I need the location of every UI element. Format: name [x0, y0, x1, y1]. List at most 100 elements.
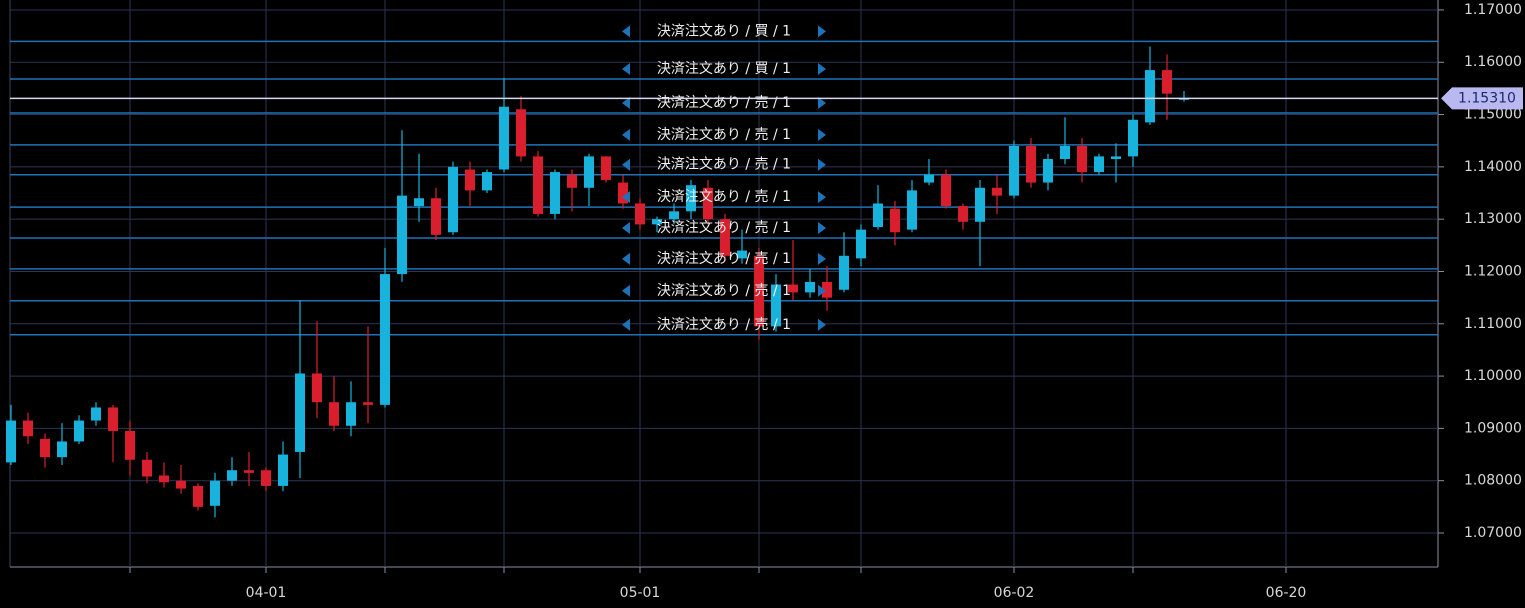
candle-body: [567, 174, 577, 188]
candle-body: [1009, 145, 1019, 196]
candle-body: [1043, 159, 1053, 183]
order-arrow-right: [818, 128, 826, 141]
candle-body: [737, 250, 747, 259]
candle-body: [210, 480, 220, 506]
candle-body: [380, 274, 390, 405]
candle-body: [159, 475, 169, 483]
candle-body: [941, 174, 951, 207]
x-tick-label: 05-01: [620, 585, 661, 601]
order-label: 決済注文あり / 買 / 1: [657, 61, 791, 77]
candle-body: [669, 211, 679, 220]
candle-body: [1128, 119, 1138, 157]
x-tick-label: 06-20: [1266, 585, 1307, 601]
candle-body: [975, 187, 985, 222]
candle-body: [924, 174, 934, 183]
candle-body: [1094, 156, 1104, 173]
order-arrow-left: [622, 158, 630, 171]
order-arrow-left: [622, 318, 630, 331]
y-tick-label: 1.15000: [1464, 107, 1522, 123]
candle-body: [516, 109, 526, 157]
candle-body: [907, 190, 917, 230]
candle-body: [720, 219, 730, 256]
candle-body: [1145, 70, 1155, 123]
y-tick-label: 1.09000: [1464, 420, 1522, 436]
candle-body: [465, 169, 475, 191]
candle-body: [618, 182, 628, 204]
candle-body: [839, 255, 849, 290]
candle-body: [771, 284, 781, 327]
candle-body: [1077, 145, 1087, 173]
candle-body: [856, 229, 866, 259]
x-tick-label: 04-01: [246, 585, 287, 601]
order-label: 決済注文あり / 売 / 1: [657, 283, 791, 299]
candle-body: [40, 438, 50, 458]
candle-body: [890, 208, 900, 233]
candle-body: [533, 156, 543, 214]
order-label: 決済注文あり / 売 / 1: [657, 95, 791, 111]
candle-body: [601, 156, 611, 180]
order-arrow-left: [622, 25, 630, 38]
candle-body: [57, 441, 67, 458]
candle-body: [176, 480, 186, 489]
y-tick-label: 1.11000: [1464, 316, 1522, 332]
candle-body: [499, 106, 509, 170]
order-label: 決済注文あり / 売 / 1: [657, 189, 791, 205]
candle-body: [1026, 145, 1036, 183]
y-tick-label: 1.14000: [1464, 159, 1522, 175]
candle-body: [74, 420, 84, 442]
order-arrow-right: [818, 62, 826, 75]
order-arrow-right: [818, 318, 826, 331]
order-arrow-right: [818, 158, 826, 171]
candle-body: [108, 407, 118, 432]
order-arrow-left: [622, 252, 630, 265]
candle-body: [635, 203, 645, 225]
order-label: 決済注文あり / 売 / 1: [657, 220, 791, 236]
candle-body: [278, 454, 288, 486]
candle-body: [312, 373, 322, 403]
order-label: 決済注文あり / 売 / 1: [657, 317, 791, 333]
candle-body: [652, 219, 662, 225]
candle-body: [805, 281, 815, 293]
order-label: 決済注文あり / 買 / 1: [657, 23, 791, 39]
candle-body: [550, 172, 560, 214]
order-arrow-left: [622, 221, 630, 234]
order-arrow-right: [818, 25, 826, 38]
candle-body: [6, 420, 16, 463]
candle-body: [363, 402, 373, 405]
order-arrow-right: [818, 191, 826, 204]
candle-body: [1162, 70, 1172, 94]
candle-body: [788, 284, 798, 293]
order-arrow-right: [818, 284, 826, 297]
candle-body: [992, 187, 1002, 196]
candle-body: [686, 185, 696, 212]
current-price-label: 1.15310: [1458, 90, 1516, 106]
candle-body: [295, 373, 305, 452]
current-price-tag: [1441, 87, 1523, 110]
y-tick-label: 1.10000: [1464, 368, 1522, 384]
candle-body: [1060, 145, 1070, 160]
candle-body: [448, 166, 458, 233]
y-tick-label: 1.13000: [1464, 211, 1522, 227]
order-arrow-left: [622, 128, 630, 141]
candle-body: [193, 485, 203, 507]
y-tick-label: 1.16000: [1464, 54, 1522, 70]
candle-body: [91, 407, 101, 421]
candle-body: [261, 470, 271, 486]
order-arrow-left: [622, 62, 630, 75]
candle-body: [703, 187, 713, 220]
candle-body: [227, 470, 237, 481]
order-label: 決済注文あり / 売 / 1: [657, 157, 791, 173]
order-arrow-right: [818, 96, 826, 109]
candle-body: [431, 198, 441, 235]
candle-body: [754, 255, 764, 327]
order-label: 決済注文あり / 売 / 1: [657, 127, 791, 143]
candle-body: [329, 402, 339, 426]
candle-body: [346, 402, 356, 426]
candle-body: [125, 431, 135, 460]
order-arrow-right: [818, 252, 826, 265]
order-label: 決済注文あり / 売 / 1: [657, 251, 791, 267]
candle-body: [142, 459, 152, 477]
candle-body: [482, 172, 492, 191]
y-tick-label: 1.17000: [1464, 2, 1522, 18]
